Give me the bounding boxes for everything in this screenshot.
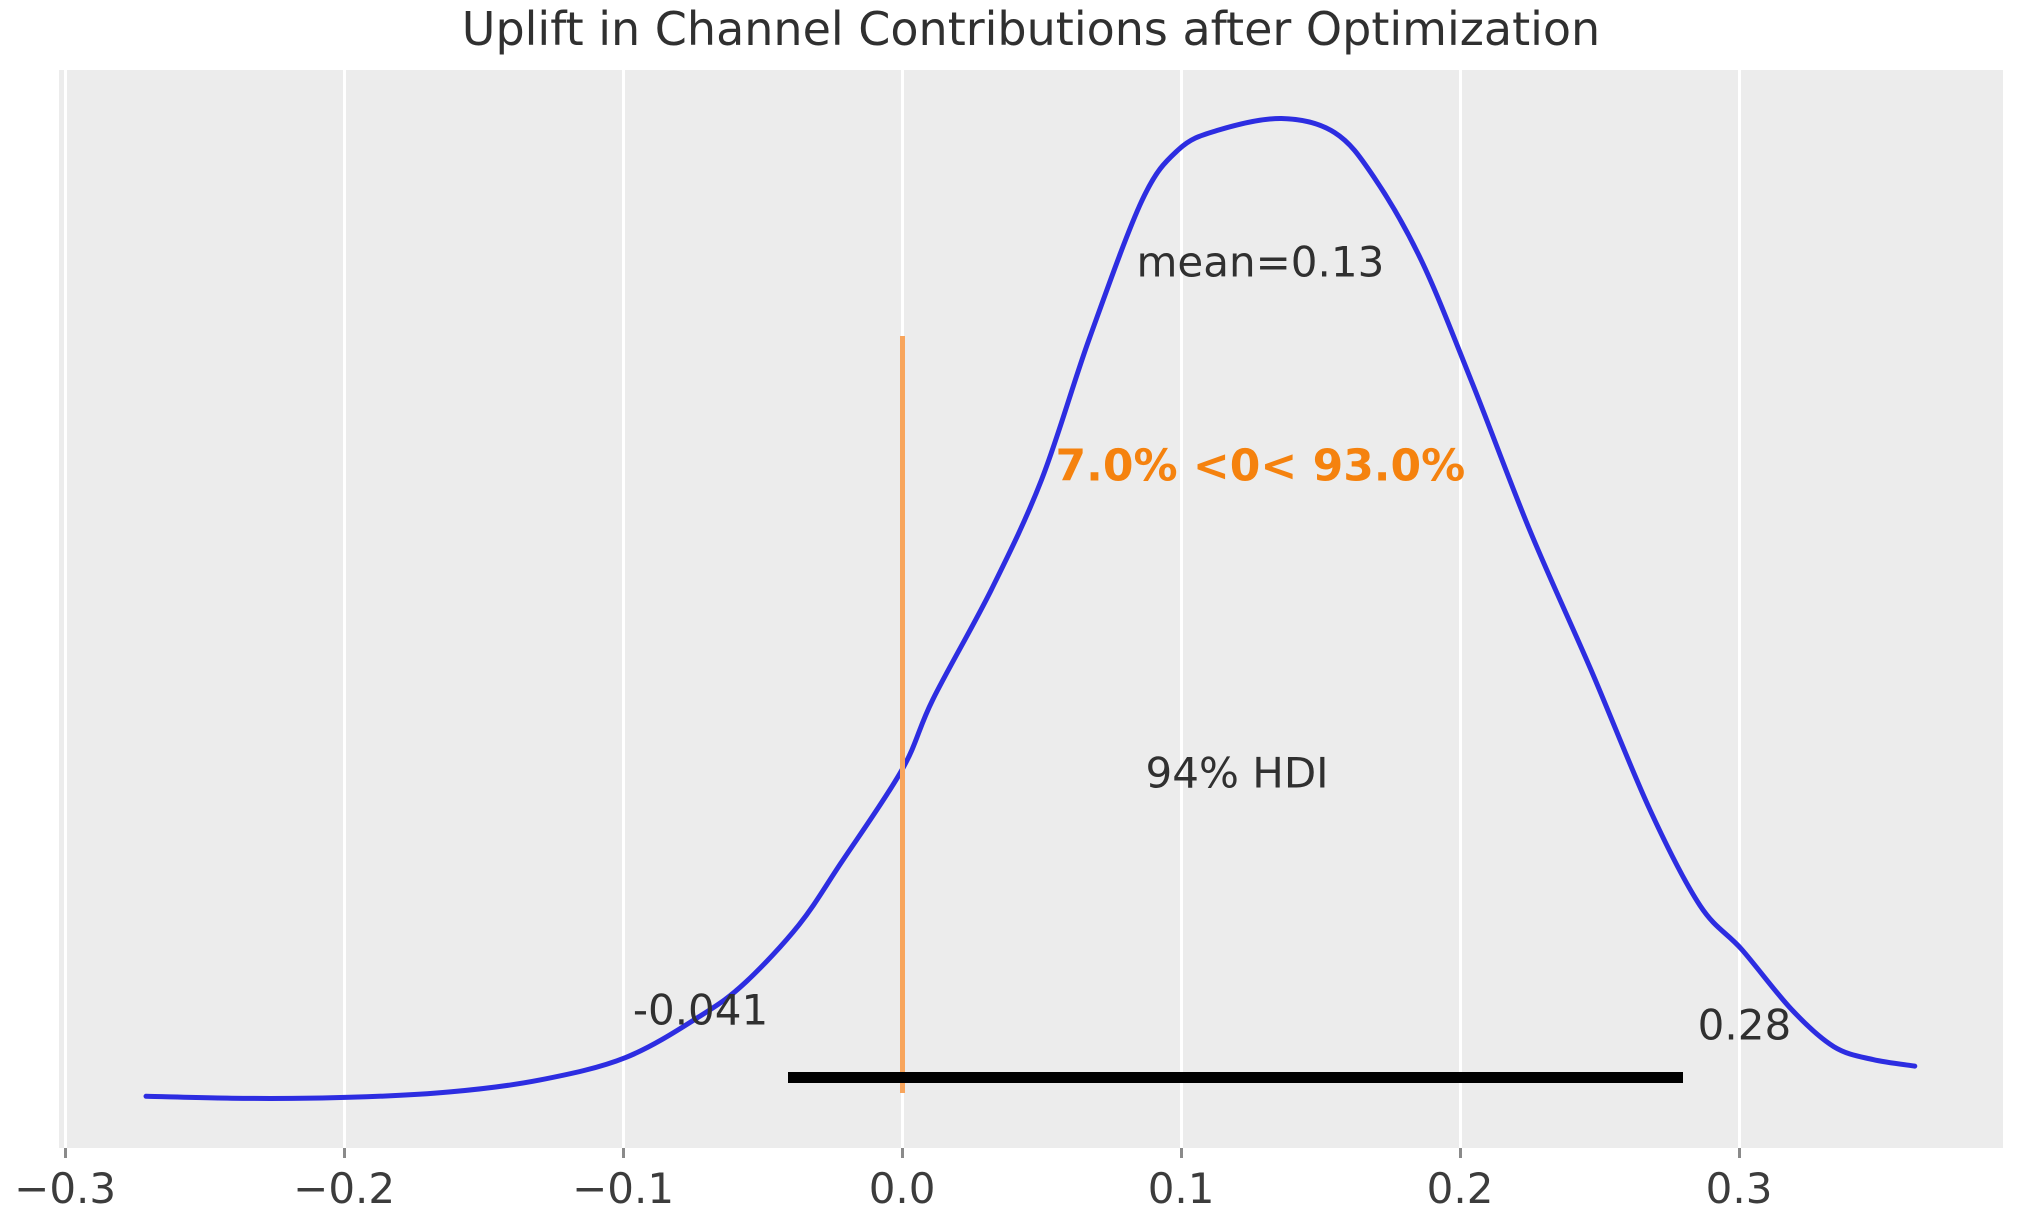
x-tick-mark <box>900 1148 904 1158</box>
x-tick-mark <box>1737 1148 1741 1158</box>
gridline <box>1179 70 1183 1148</box>
x-tick-mark <box>342 1148 346 1158</box>
x-tick-label: −0.3 <box>14 1164 117 1213</box>
mean-label: mean=0.13 <box>1136 237 1385 287</box>
x-tick-label: 0.2 <box>1426 1164 1494 1213</box>
hdi-title-label: 94% HDI <box>1145 748 1329 798</box>
gridline <box>621 70 625 1148</box>
x-tick-mark <box>621 1148 625 1158</box>
chart-title: Uplift in Channel Contributions after Op… <box>461 2 1601 56</box>
x-tick-mark <box>1458 1148 1462 1158</box>
probability-below-above-ref-label: 7.0% <0< 93.0% <box>1055 440 1466 492</box>
hdi-lower-value-label: -0.041 <box>632 985 769 1035</box>
x-tick-label: 0.1 <box>1147 1164 1215 1213</box>
x-tick-mark <box>1179 1148 1183 1158</box>
gridline <box>342 70 346 1148</box>
x-tick-label: 0.3 <box>1705 1164 1773 1213</box>
posterior-density-curve <box>143 115 1918 1101</box>
plot-area: mean=0.13 7.0% <0< 93.0% 94% HDI -0.041 … <box>59 70 2003 1148</box>
x-axis: −0.3 −0.2 −0.1 0.0 0.1 0.2 0.3 <box>14 1148 2003 1223</box>
hdi-interval-bar <box>787 1072 1684 1083</box>
x-tick-label: −0.1 <box>572 1164 675 1213</box>
gridline <box>1458 70 1462 1148</box>
gridline <box>1737 70 1741 1148</box>
hdi-upper-value-label: 0.28 <box>1697 1000 1792 1050</box>
reference-value-line <box>899 336 905 1094</box>
x-tick-label: −0.2 <box>293 1164 396 1213</box>
density-curve-layer <box>143 115 1918 1101</box>
gridline <box>63 70 67 1148</box>
x-tick-mark <box>63 1148 67 1158</box>
x-tick-label: 0.0 <box>868 1164 936 1213</box>
